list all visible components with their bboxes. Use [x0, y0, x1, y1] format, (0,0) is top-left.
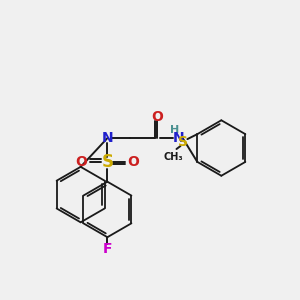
Text: N: N	[102, 131, 113, 145]
Text: N: N	[173, 131, 184, 145]
Text: H: H	[170, 125, 179, 135]
Text: S: S	[101, 153, 113, 171]
Text: O: O	[151, 110, 163, 124]
Text: S: S	[178, 135, 188, 149]
Text: F: F	[103, 242, 112, 256]
Text: O: O	[76, 155, 88, 169]
Text: CH₃: CH₃	[164, 152, 183, 162]
Text: O: O	[127, 155, 139, 169]
